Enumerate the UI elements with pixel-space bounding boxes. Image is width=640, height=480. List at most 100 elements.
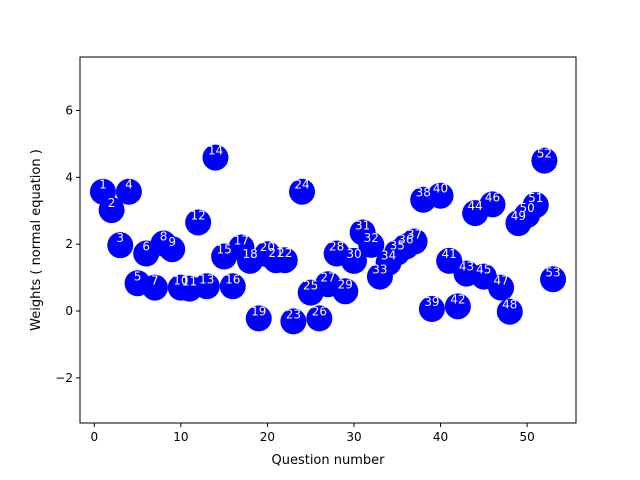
data-point [193,273,220,300]
point-marker [522,192,549,219]
x-tick-label: 0 [90,430,98,444]
data-point [479,191,506,218]
point-label: 52 [537,147,552,161]
point-label: 26 [312,304,327,318]
point-label: 24 [294,178,309,192]
point-label: 49 [511,209,526,223]
point-label: 8 [160,230,168,244]
point-marker [427,182,454,209]
point-label: 17 [234,234,249,248]
data-point [115,178,142,205]
point-label: 42 [450,292,465,306]
point-marker [401,228,428,255]
point-label: 14 [208,144,223,158]
point-label: 5 [134,269,142,283]
point-label: 38 [416,186,431,200]
point-label: 36 [398,233,413,247]
data-point [245,305,272,332]
data-point [219,273,246,300]
data-point [531,147,558,174]
point-marker [185,209,212,236]
point-marker [444,293,471,320]
point-label: 2 [108,196,116,210]
data-point [289,178,316,205]
point-label: 40 [433,182,448,196]
point-label: 20 [260,240,275,254]
point-label: 37 [407,228,422,242]
point-label: 1 [99,178,107,192]
point-label: 11 [182,275,197,289]
point-label: 21 [268,246,283,260]
point-label: 47 [493,274,508,288]
data-point [522,192,549,219]
point-marker [219,273,246,300]
x-axis: 0 10 20 30 40 50 [90,423,535,444]
data-point [401,228,428,255]
point-label: 3 [116,231,124,245]
data-point [185,209,212,236]
point-label: 12 [191,208,206,222]
point-label: 23 [286,307,301,321]
point-label: 45 [476,263,491,277]
point-label: 9 [168,235,176,249]
point-marker [488,274,515,301]
y-tick-label: 0 [65,304,73,318]
point-label: 4 [125,178,133,192]
data-point [98,197,125,224]
data-point [427,182,454,209]
data-point [358,231,385,258]
data-point [496,298,523,325]
point-label: 13 [199,272,214,286]
data-point [306,305,333,332]
data-point [340,247,367,274]
x-tick-label: 30 [346,430,361,444]
point-marker [418,296,445,323]
point-label: 32 [364,231,379,245]
data-point [159,236,186,263]
y-axis: −2 0 2 4 6 [55,103,80,385]
point-marker [141,274,168,301]
point-marker [531,147,558,174]
data-point [332,278,359,305]
point-marker [107,232,134,259]
point-label: 43 [459,260,474,274]
point-label: 28 [329,240,344,254]
y-axis-label: Weights ( normal equation ) [29,149,44,331]
data-point [202,144,229,171]
point-label: 44 [468,199,483,213]
point-label: 16 [225,272,240,286]
point-marker [115,178,142,205]
data-point [444,293,471,320]
data-point [280,308,307,335]
point-marker [340,247,367,274]
point-label: 46 [485,190,500,204]
point-marker [98,197,125,224]
point-marker [245,305,272,332]
point-marker [280,308,307,335]
point-label: 31 [355,218,370,232]
point-label: 51 [528,191,543,205]
point-marker [479,191,506,218]
point-label: 19 [251,304,266,318]
point-label: 29 [338,277,353,291]
point-label: 15 [216,243,231,257]
point-marker [202,144,229,171]
point-label: 33 [372,263,387,277]
x-axis-label: Question number [271,453,385,468]
point-marker [289,178,316,205]
x-tick-label: 20 [260,430,275,444]
point-marker [496,298,523,325]
data-point [418,296,445,323]
point-label: 34 [381,249,396,263]
y-tick-label: −2 [55,371,73,385]
point-marker [306,305,333,332]
data-point [540,266,567,293]
point-label: 18 [242,247,257,261]
point-label: 53 [545,265,560,279]
x-tick-label: 40 [433,430,448,444]
x-tick-label: 10 [173,430,188,444]
point-marker [193,273,220,300]
